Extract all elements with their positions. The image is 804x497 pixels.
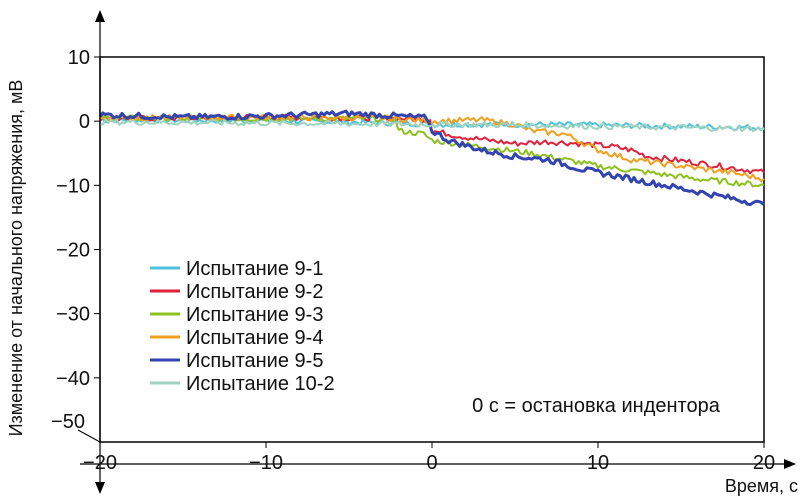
legend-entry: Испытание 9-5 bbox=[186, 350, 323, 372]
y-tick-label: −10 bbox=[56, 175, 90, 197]
legend-entry: Испытание 9-2 bbox=[186, 281, 323, 303]
series-line bbox=[99, 118, 765, 133]
x-tick-label: 0 bbox=[426, 452, 437, 474]
annotation: 0 с = остановка индентора bbox=[472, 395, 721, 417]
x-axis-label: Время, с bbox=[725, 476, 798, 496]
y-axis-label: Изменение от начального напряжения, мВ bbox=[6, 80, 26, 437]
y-axis-arrow-up bbox=[95, 10, 105, 22]
x-tick-label: 20 bbox=[753, 452, 775, 474]
legend-entry: Испытание 10-2 bbox=[186, 373, 335, 395]
legend-entry: Испытание 9-3 bbox=[186, 304, 323, 326]
y-tick-label: −20 bbox=[56, 240, 90, 262]
x-tick-label: −10 bbox=[249, 452, 283, 474]
x-tick-label: 10 bbox=[587, 452, 609, 474]
y-tick-label: 10 bbox=[68, 47, 90, 69]
y-tick-label: −30 bbox=[56, 304, 90, 326]
y-tick-label: −40 bbox=[56, 368, 90, 390]
series-line bbox=[98, 109, 765, 207]
x-tick-label: −20 bbox=[83, 452, 117, 474]
legend-entry: Испытание 9-1 bbox=[186, 258, 323, 280]
y-tick-label: −50 bbox=[51, 411, 85, 433]
axes bbox=[77, 10, 796, 494]
tick-labels: 10 0 −10 −20 −30 −40 −50 −20 −10 0 10 20 bbox=[51, 47, 775, 474]
x-axis-arrow bbox=[784, 459, 796, 469]
y-min-leader bbox=[77, 429, 101, 443]
y-axis-arrow-down bbox=[95, 482, 105, 494]
legend-entry: Испытание 9-4 bbox=[186, 327, 323, 349]
y-tick-label: 0 bbox=[79, 111, 90, 133]
